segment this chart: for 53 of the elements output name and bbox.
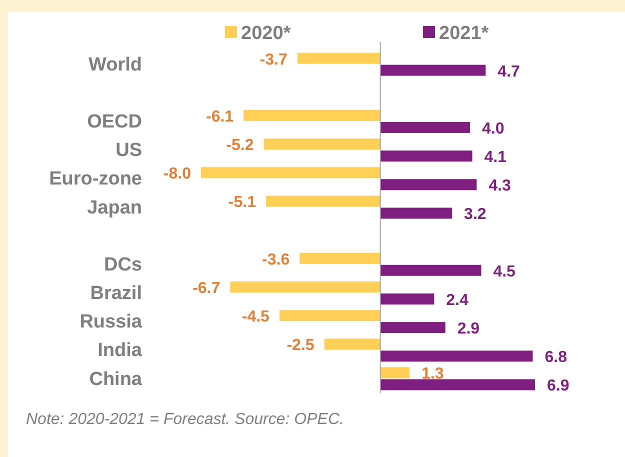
- data-label: -5.2: [226, 137, 254, 154]
- bar: [201, 167, 380, 178]
- legend-label: 2020*: [241, 23, 292, 44]
- y-tick-label: DCs: [104, 254, 142, 276]
- bar: [297, 52, 380, 64]
- data-label: 4.1: [484, 149, 507, 166]
- bar: [380, 322, 446, 334]
- bar: [380, 122, 470, 133]
- y-tick-label: China: [89, 368, 142, 390]
- bar: [380, 367, 410, 378]
- bar: [380, 379, 535, 390]
- data-label: 3.2: [464, 206, 486, 224]
- bar: [300, 252, 380, 264]
- y-tick-label: Russia: [80, 312, 142, 333]
- text: Note: 2020-2021 = Forecast. Source: OPEC.: [26, 411, 344, 428]
- bar: [230, 281, 380, 292]
- bar: [380, 293, 434, 304]
- y-tick-label: OECD: [87, 112, 142, 133]
- data-label: 4.7: [498, 63, 520, 80]
- data-label: -3.6: [262, 251, 290, 268]
- data-label: -8.0: [163, 166, 192, 183]
- data-label: -6.7: [192, 280, 220, 297]
- data-label: 1.3: [421, 366, 444, 383]
- data-label: -3.7: [260, 51, 288, 68]
- y-tick-label: US: [116, 140, 142, 162]
- bar: [279, 310, 380, 322]
- bar: [380, 208, 452, 219]
- bar: [380, 64, 486, 76]
- bar: [380, 179, 477, 190]
- data-label: -2.5: [286, 337, 314, 354]
- bar: [244, 110, 380, 121]
- data-label: 6.9: [547, 378, 570, 395]
- y-tick-label: Brazil: [90, 283, 142, 304]
- y-tick-label: India: [98, 340, 142, 362]
- bar: [266, 196, 380, 207]
- data-label: -5.1: [228, 194, 256, 212]
- bar: [380, 350, 533, 362]
- data-label: 4.3: [488, 178, 512, 195]
- y-tick-label: World: [88, 54, 142, 76]
- data-label: 4.0: [482, 120, 504, 138]
- bar: [264, 138, 380, 150]
- bar: [380, 264, 482, 276]
- legend-label: 2021*: [439, 23, 490, 44]
- bar: [380, 150, 472, 162]
- data-label: 2.9: [457, 320, 480, 338]
- data-label: 4.5: [493, 263, 516, 280]
- y-tick-label: Japan: [87, 197, 142, 218]
- bar: [324, 338, 380, 350]
- data-label: -4.5: [242, 308, 270, 326]
- data-label: -6.1: [206, 108, 234, 126]
- data-label: 2.4: [446, 292, 468, 309]
- y-tick-label: Euro-zone: [49, 168, 142, 190]
- data-label: 6.8: [544, 349, 568, 366]
